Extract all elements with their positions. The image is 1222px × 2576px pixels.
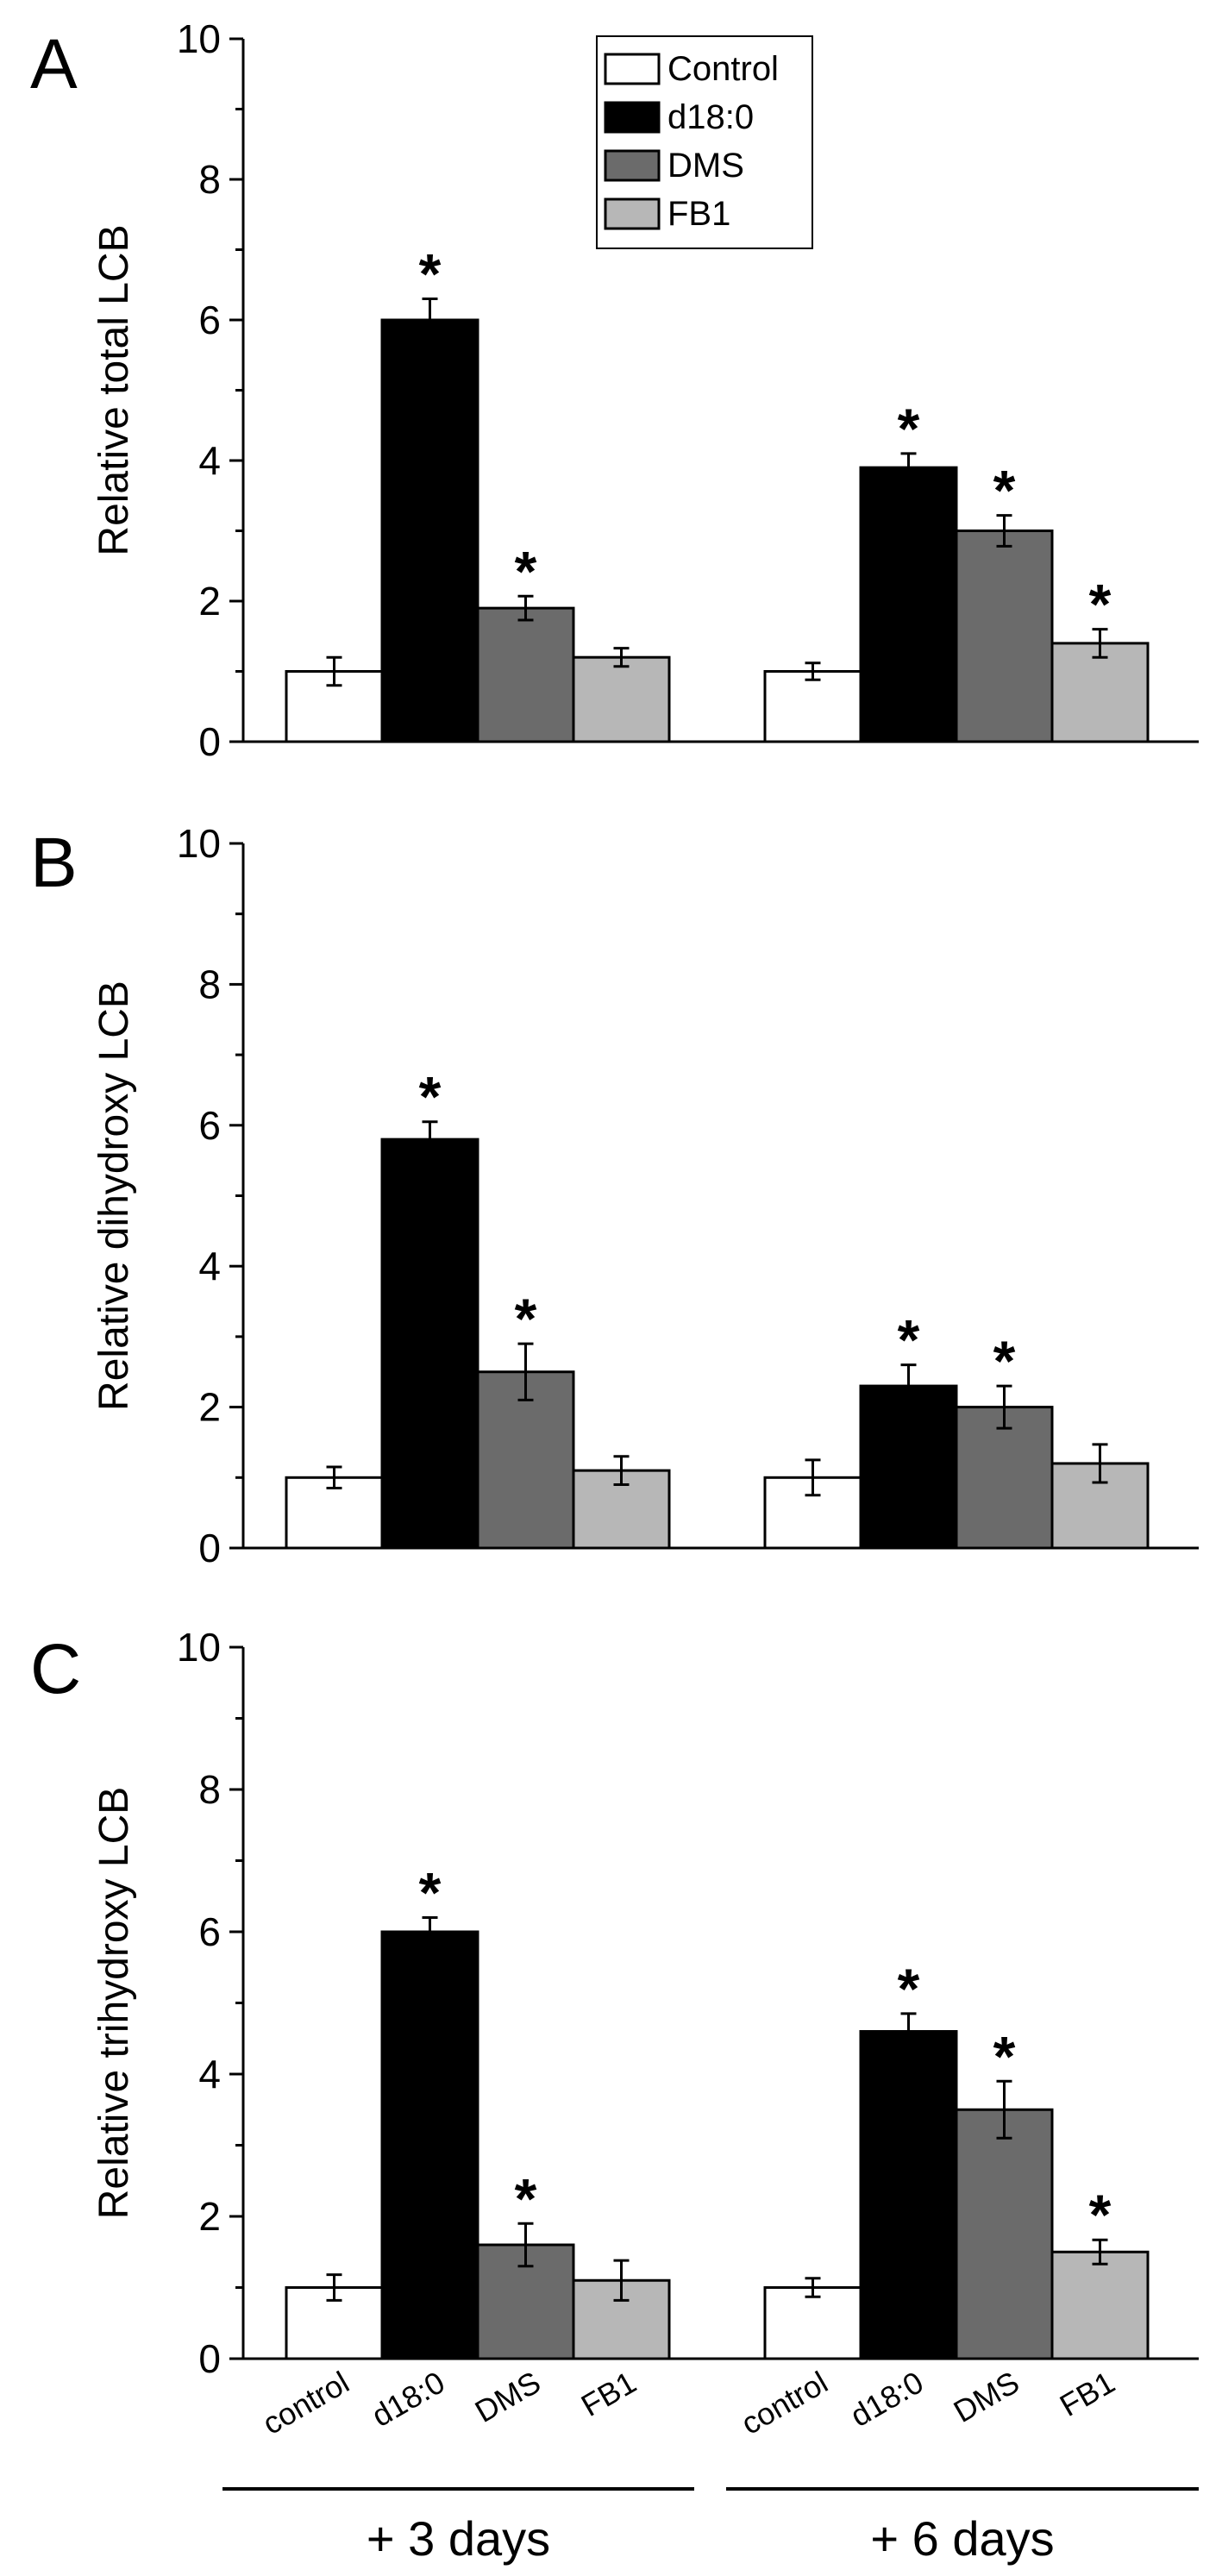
legend-swatch-d180 — [604, 101, 661, 134]
legend-swatch-control — [604, 53, 661, 85]
y-tick-label: 10 — [177, 1625, 221, 1670]
y-tick-label: 2 — [198, 579, 221, 624]
significance-star: * — [898, 1308, 920, 1372]
y-tick-label: 4 — [198, 438, 221, 483]
y-axis-label: Relative total LCB — [91, 224, 137, 555]
significance-star: * — [898, 1957, 920, 2021]
bar-control-2 — [763, 670, 862, 743]
x-tick-label: DMS — [948, 2364, 1025, 2429]
group-label: + 6 days — [870, 2511, 1054, 2566]
y-tick-label: 2 — [198, 2194, 221, 2239]
legend-label: DMS — [667, 147, 744, 185]
significance-star: * — [515, 2166, 537, 2230]
y-tick-label: 4 — [198, 1244, 221, 1288]
x-tick-label: FB1 — [575, 2364, 642, 2423]
y-tick-label: 8 — [198, 157, 221, 202]
y-tick-label: 10 — [177, 821, 221, 866]
group-labels: + 3 days + 6 days — [222, 2487, 1199, 2566]
panel-c: C Relative trihydroxy LCB 0 2 4 6 8 10 * * * * * — [30, 1625, 1199, 2381]
y-tick-label: 2 — [198, 1385, 221, 1430]
significance-star: * — [993, 459, 1016, 523]
y-tick-label: 4 — [198, 2052, 221, 2097]
group-label: + 3 days — [367, 2511, 550, 2566]
significance-star: * — [1089, 2183, 1112, 2247]
bar-fb1-2 — [1050, 642, 1150, 743]
panel-letter: B — [30, 824, 78, 902]
y-tick-label: 8 — [198, 962, 221, 1006]
x-tick-label: d18:0 — [844, 2364, 930, 2434]
bar-d180-1 — [380, 1930, 479, 2360]
panel-a: A Relative total LCB 0 2 4 6 8 10 * * * * * Control d1… — [30, 16, 1199, 764]
bar-dms-2 — [955, 530, 1054, 743]
y-tick-label: 0 — [198, 719, 221, 764]
significance-star: * — [515, 1287, 537, 1351]
legend-swatch-fb1 — [604, 197, 661, 230]
bar-fb1-2 — [1050, 2250, 1150, 2360]
legend-label: Control — [667, 50, 779, 88]
bar-dms-1 — [476, 606, 575, 743]
panel-letter: A — [30, 25, 78, 103]
y-tick-label: 0 — [198, 2336, 221, 2381]
bar-d180-1 — [380, 318, 479, 743]
bar-control-2 — [763, 2286, 862, 2360]
legend-label: d18:0 — [667, 98, 754, 136]
bar-d180-2 — [859, 1384, 958, 1550]
y-axis-label: Relative trihydroxy LCB — [91, 1787, 137, 2220]
legend-label: FB1 — [667, 195, 730, 233]
y-tick-label: 10 — [177, 16, 221, 61]
x-tick-label: control — [256, 2364, 354, 2441]
panel-b: B Relative dihydroxy LCB 0 2 4 6 8 10 * * * * — [30, 821, 1199, 1570]
significance-star: * — [993, 2024, 1016, 2088]
y-tick-label: 0 — [198, 1526, 221, 1570]
significance-star: * — [1089, 573, 1112, 636]
bar-dms-2 — [955, 2108, 1054, 2360]
y-tick-label: 8 — [198, 1767, 221, 1812]
y-tick-label: 6 — [198, 1103, 221, 1148]
significance-star: * — [993, 1329, 1016, 1393]
legend-swatch-dms — [604, 149, 661, 182]
x-tick-label: control — [735, 2364, 833, 2441]
y-tick-label: 6 — [198, 1909, 221, 1954]
significance-star: * — [419, 1065, 442, 1129]
significance-star: * — [419, 242, 442, 306]
x-tick-label: DMS — [469, 2364, 547, 2429]
x-tick-label: FB1 — [1054, 2364, 1121, 2423]
bar-d180-2 — [859, 2030, 958, 2360]
x-tick-label: d18:0 — [366, 2364, 451, 2434]
bar-d180-1 — [380, 1138, 479, 1550]
y-tick-label: 6 — [198, 298, 221, 342]
significance-star: * — [898, 397, 920, 461]
significance-star: * — [419, 1861, 442, 1925]
y-axis-label: Relative dihydroxy LCB — [91, 981, 137, 1411]
bar-fb1-1 — [572, 655, 671, 743]
panel-letter: C — [30, 1630, 81, 1708]
bar-d180-2 — [859, 466, 958, 743]
legend: Control d18:0 DMS FB1 — [596, 35, 813, 249]
significance-star: * — [515, 539, 537, 603]
x-tick-labels: control d18:0 DMS FB1 control d18:0 DMS FB1 — [256, 2364, 1120, 2441]
